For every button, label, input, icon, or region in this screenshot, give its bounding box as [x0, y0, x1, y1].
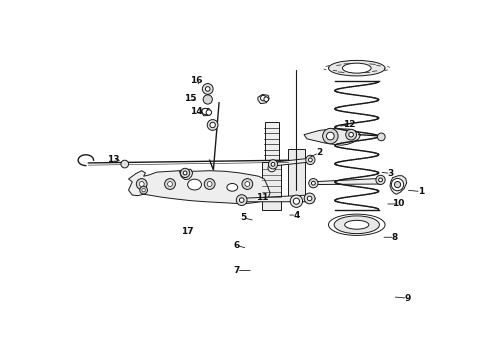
Circle shape — [139, 181, 144, 186]
Circle shape — [326, 132, 334, 140]
Ellipse shape — [227, 184, 238, 191]
Circle shape — [379, 178, 383, 182]
Circle shape — [206, 110, 212, 115]
Polygon shape — [128, 171, 270, 203]
Circle shape — [245, 181, 250, 186]
Text: 10: 10 — [392, 199, 404, 208]
Circle shape — [236, 195, 247, 206]
Circle shape — [308, 158, 312, 162]
Circle shape — [165, 179, 175, 189]
Polygon shape — [258, 94, 269, 104]
Circle shape — [304, 193, 315, 204]
Circle shape — [271, 162, 275, 166]
Circle shape — [261, 95, 266, 101]
Circle shape — [377, 133, 385, 141]
Circle shape — [140, 186, 147, 194]
Circle shape — [180, 168, 190, 177]
Circle shape — [207, 181, 212, 186]
Circle shape — [307, 196, 312, 201]
Circle shape — [142, 188, 146, 192]
Ellipse shape — [334, 216, 379, 234]
Ellipse shape — [328, 60, 385, 76]
Polygon shape — [240, 195, 315, 202]
Circle shape — [202, 108, 208, 114]
Text: 2: 2 — [316, 148, 322, 157]
Ellipse shape — [343, 63, 371, 73]
Circle shape — [346, 129, 357, 140]
Circle shape — [202, 84, 213, 94]
Circle shape — [203, 95, 212, 104]
Circle shape — [204, 179, 215, 189]
Circle shape — [207, 120, 218, 130]
Polygon shape — [312, 179, 382, 185]
Circle shape — [268, 164, 276, 172]
Polygon shape — [263, 162, 281, 210]
Polygon shape — [265, 122, 279, 159]
Ellipse shape — [344, 220, 369, 229]
Text: 6: 6 — [234, 241, 240, 250]
Circle shape — [168, 181, 172, 186]
Polygon shape — [304, 129, 361, 145]
Circle shape — [349, 132, 353, 137]
Text: 15: 15 — [184, 94, 196, 103]
Circle shape — [183, 171, 187, 175]
Text: 5: 5 — [241, 213, 246, 222]
Circle shape — [392, 179, 404, 191]
Circle shape — [309, 179, 318, 188]
Circle shape — [240, 198, 244, 202]
Circle shape — [306, 155, 315, 165]
Text: 14: 14 — [190, 107, 203, 116]
Text: 9: 9 — [405, 294, 411, 303]
Text: 13: 13 — [107, 154, 120, 163]
Circle shape — [294, 198, 299, 204]
Polygon shape — [288, 149, 305, 201]
Text: 3: 3 — [388, 169, 394, 178]
Circle shape — [121, 160, 128, 168]
Text: 17: 17 — [181, 227, 193, 236]
Circle shape — [376, 175, 385, 184]
Text: 16: 16 — [190, 76, 203, 85]
Circle shape — [205, 87, 210, 91]
Polygon shape — [272, 158, 312, 166]
Text: 1: 1 — [418, 187, 424, 196]
Circle shape — [242, 179, 253, 189]
Polygon shape — [390, 176, 407, 194]
Ellipse shape — [188, 179, 201, 190]
Text: 12: 12 — [343, 121, 355, 130]
Text: 4: 4 — [293, 211, 299, 220]
Circle shape — [136, 179, 147, 189]
Text: 11: 11 — [256, 193, 269, 202]
Text: 7: 7 — [234, 266, 240, 275]
Circle shape — [264, 97, 269, 102]
Circle shape — [210, 122, 215, 128]
Circle shape — [269, 160, 278, 169]
Polygon shape — [179, 169, 193, 180]
Circle shape — [394, 181, 401, 188]
Circle shape — [312, 181, 315, 185]
Text: 8: 8 — [392, 233, 397, 242]
Polygon shape — [201, 108, 212, 116]
Circle shape — [322, 129, 338, 144]
Circle shape — [290, 195, 302, 207]
